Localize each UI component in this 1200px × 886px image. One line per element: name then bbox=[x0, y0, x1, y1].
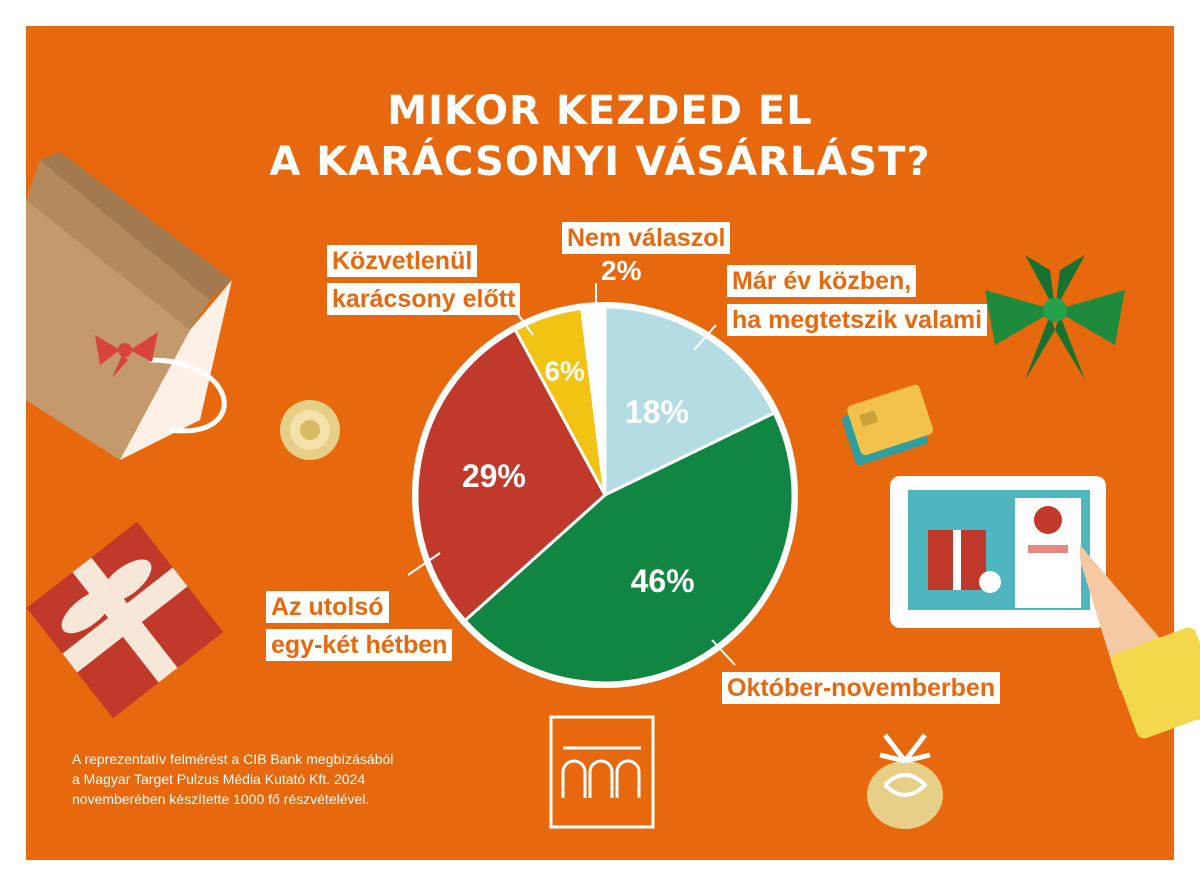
footnote-line-1: A reprezentatív felmérést a CIB Bank meg… bbox=[72, 751, 394, 767]
label-oktober: Október-novemberben bbox=[722, 672, 1001, 704]
footnote: A reprezentatív felmérést a CIB Bank meg… bbox=[72, 749, 393, 809]
pie-value-label-1: 46% bbox=[631, 563, 695, 599]
label-kozvetlenul-line-1: Közvetlenül bbox=[327, 245, 478, 277]
label-kozvetlenul-line-2: karácsony előtt bbox=[327, 283, 521, 315]
chart-title-line-1: MIKOR KEZDED EL bbox=[387, 88, 813, 134]
gold-bow-icon bbox=[280, 400, 340, 460]
leader-line-4 bbox=[711, 639, 736, 666]
leader-line-2 bbox=[693, 324, 717, 351]
tablet-shop-icon bbox=[890, 476, 1200, 739]
paper-bag-icon bbox=[26, 152, 232, 460]
footnote-line-2: a Magyar Target Pulzus Média Kutató Kft.… bbox=[72, 771, 366, 787]
pie-slice-0 bbox=[603, 305, 777, 498]
pie-value-label-0: 18% bbox=[625, 394, 689, 430]
label-utolso-line-1: Az utolsó bbox=[266, 591, 389, 623]
green-bow-icon bbox=[985, 255, 1125, 380]
pie-value-label-3: 6% bbox=[544, 356, 585, 387]
label-mar-ev-line-1: Már év közben, bbox=[727, 265, 917, 297]
pie-slice-1 bbox=[462, 411, 795, 685]
label-nem-valaszol: Nem válaszol bbox=[562, 222, 731, 254]
pie-value-label-2: 29% bbox=[462, 458, 526, 494]
footnote-line-3: novemberében készítette 1000 fő részvéte… bbox=[72, 791, 370, 807]
chart-title-line-2: A KARÁCSONYI VÁSÁRLÁST? bbox=[269, 139, 931, 185]
label-utolso-line-2: egy-két hétben bbox=[266, 629, 453, 661]
cib-logo-icon bbox=[549, 715, 655, 829]
gift-box-icon bbox=[26, 521, 224, 719]
label-nem-valaszol-value: 2% bbox=[601, 255, 642, 286]
pie-slice-4 bbox=[579, 305, 607, 496]
credit-card-icon bbox=[842, 384, 934, 466]
label-mar-ev-line-2: ha megtetszik valami bbox=[727, 304, 988, 336]
pie-slice-2 bbox=[415, 327, 607, 623]
leader-line-3 bbox=[407, 552, 441, 576]
ornament-icon bbox=[867, 733, 943, 829]
